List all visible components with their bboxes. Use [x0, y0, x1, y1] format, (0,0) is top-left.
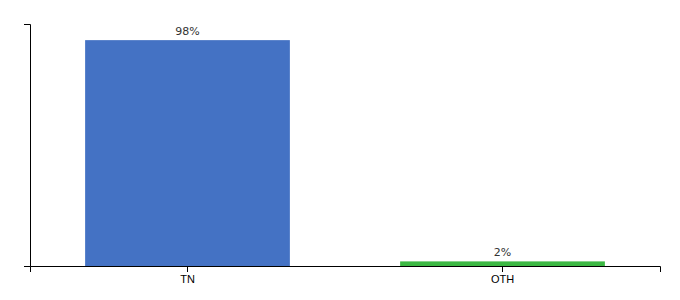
y-axis-line — [24, 25, 31, 267]
x-tick: OTH — [491, 266, 514, 285]
bar — [400, 261, 605, 266]
x-tick-label: TN — [180, 273, 195, 285]
x-tick-label: OTH — [491, 273, 514, 285]
bar — [85, 40, 290, 266]
x-axis: TN OTH — [31, 266, 661, 285]
chart-svg: TN OTH 98% 2% — [0, 0, 680, 300]
x-tick-mark — [187, 266, 188, 272]
chart-container: TN OTH 98% 2% — [0, 0, 680, 300]
x-tick-mark — [502, 266, 503, 272]
data-label: 2% — [494, 246, 511, 259]
x-axis-line — [31, 267, 661, 273]
y-axis — [24, 25, 31, 267]
data-label: 98% — [175, 25, 199, 38]
plot-area: TN OTH 98% 2% — [24, 25, 661, 285]
x-tick: TN — [180, 266, 195, 285]
data-labels: 98% 2% — [175, 25, 511, 259]
bars — [85, 40, 605, 266]
